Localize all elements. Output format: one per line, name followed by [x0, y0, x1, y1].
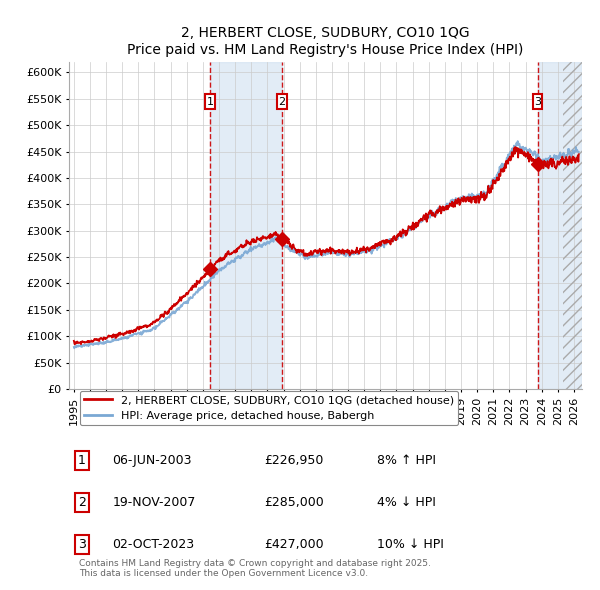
- Text: 1: 1: [78, 454, 86, 467]
- Bar: [563, 62, 582, 389]
- Text: 3: 3: [78, 537, 86, 550]
- Text: 19-NOV-2007: 19-NOV-2007: [113, 496, 196, 509]
- Text: £226,950: £226,950: [264, 454, 323, 467]
- Bar: [210, 62, 282, 389]
- Text: Contains HM Land Registry data © Crown copyright and database right 2025.
This d: Contains HM Land Registry data © Crown c…: [79, 559, 431, 578]
- Text: 10% ↓ HPI: 10% ↓ HPI: [377, 537, 443, 550]
- Text: 3: 3: [534, 97, 541, 107]
- Title: 2, HERBERT CLOSE, SUDBURY, CO10 1QG
Price paid vs. HM Land Registry's House Pric: 2, HERBERT CLOSE, SUDBURY, CO10 1QG Pric…: [127, 27, 524, 57]
- Text: 06-JUN-2003: 06-JUN-2003: [113, 454, 192, 467]
- Text: 2: 2: [278, 97, 286, 107]
- FancyBboxPatch shape: [277, 94, 287, 109]
- FancyBboxPatch shape: [205, 94, 215, 109]
- Text: 8% ↑ HPI: 8% ↑ HPI: [377, 454, 436, 467]
- Text: £427,000: £427,000: [264, 537, 323, 550]
- Legend: 2, HERBERT CLOSE, SUDBURY, CO10 1QG (detached house), HPI: Average price, detach: 2, HERBERT CLOSE, SUDBURY, CO10 1QG (det…: [80, 391, 458, 425]
- Text: 1: 1: [206, 97, 214, 107]
- FancyBboxPatch shape: [533, 94, 542, 109]
- Text: 02-OCT-2023: 02-OCT-2023: [113, 537, 195, 550]
- Text: £285,000: £285,000: [264, 496, 323, 509]
- Text: 4% ↓ HPI: 4% ↓ HPI: [377, 496, 436, 509]
- Text: 2: 2: [78, 496, 86, 509]
- Bar: [538, 62, 582, 389]
